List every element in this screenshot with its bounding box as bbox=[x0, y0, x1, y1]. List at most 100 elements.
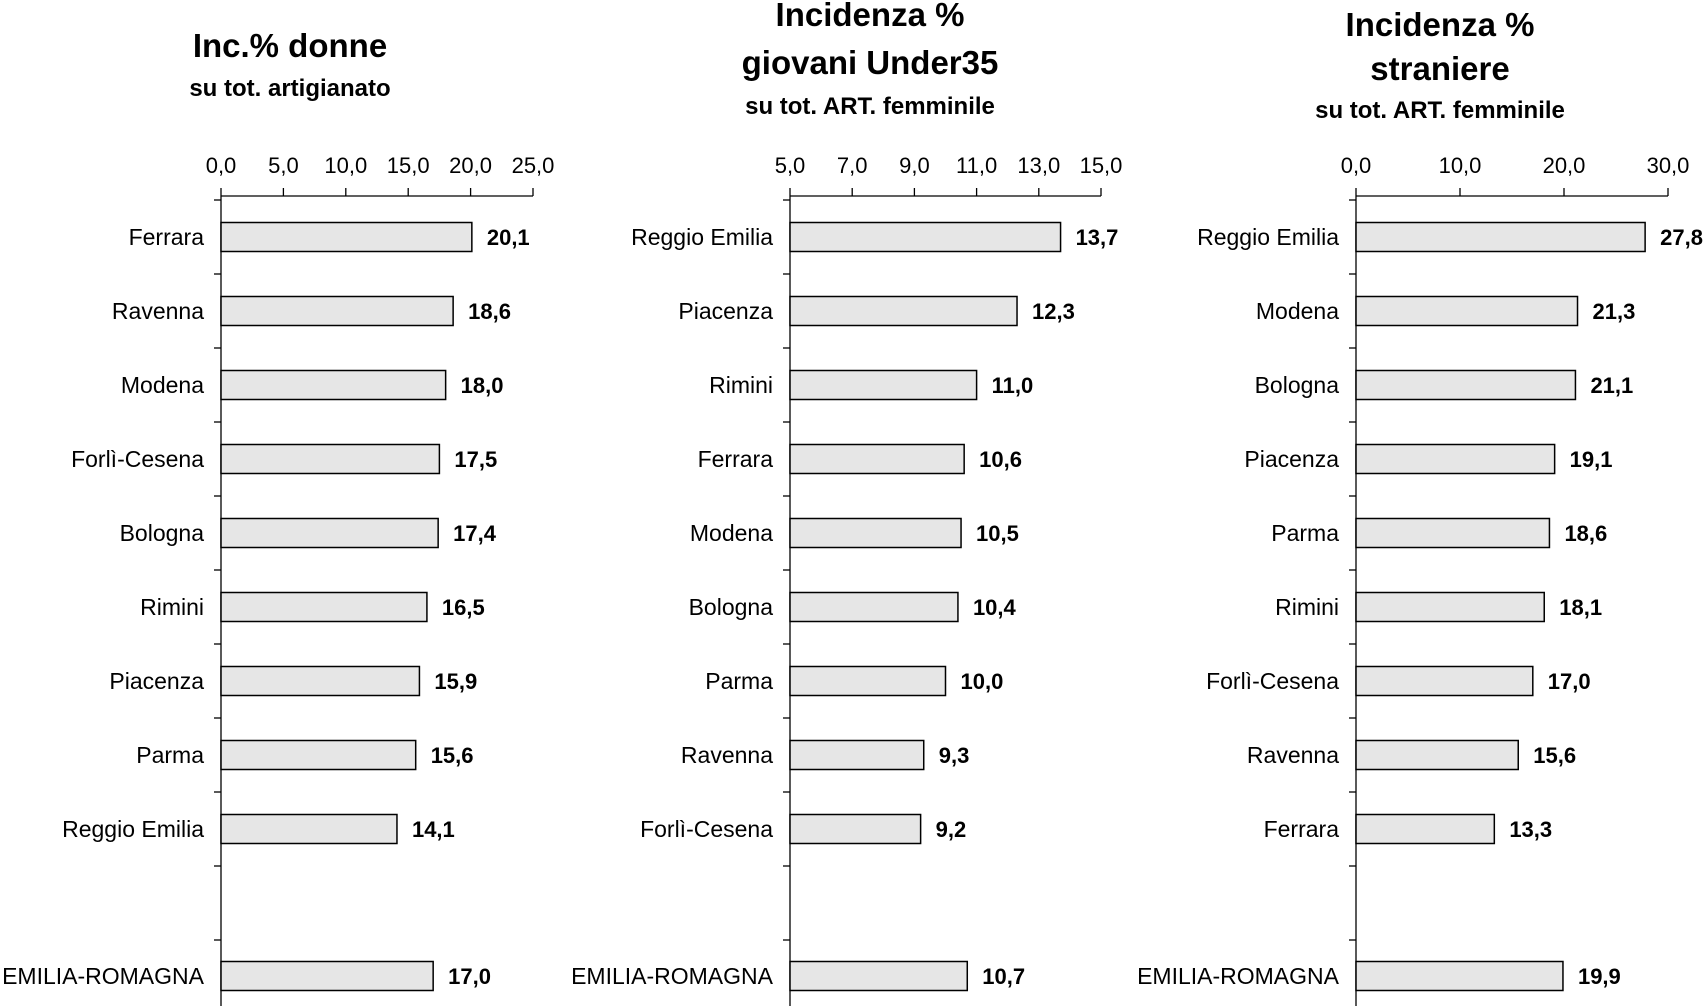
x-tick-label: 13,0 bbox=[1017, 153, 1060, 178]
x-tick-label: 7,0 bbox=[837, 153, 868, 178]
total-data-label: 17,0 bbox=[448, 964, 491, 989]
bar bbox=[789, 739, 925, 771]
chart-title: Inc.% donne bbox=[193, 27, 387, 64]
category-label: Modena bbox=[1256, 298, 1339, 324]
bar bbox=[1355, 591, 1545, 623]
total-data-label: 10,7 bbox=[982, 964, 1025, 989]
category-label: Reggio Emilia bbox=[1197, 224, 1339, 250]
chart-title: Incidenza % bbox=[1346, 6, 1535, 43]
total-data-label: 19,9 bbox=[1578, 964, 1621, 989]
x-tick-label: 9,0 bbox=[899, 153, 930, 178]
x-tick-label: 15,0 bbox=[387, 153, 430, 178]
x-tick-label: 5,0 bbox=[775, 153, 806, 178]
bar bbox=[1355, 369, 1577, 401]
data-label: 13,3 bbox=[1509, 817, 1552, 842]
x-tick-label: 20,0 bbox=[449, 153, 492, 178]
x-tick-label: 11,0 bbox=[956, 153, 997, 178]
category-label: Forlì-Cesena bbox=[1206, 668, 1339, 694]
category-label: Ravenna bbox=[112, 298, 204, 324]
category-label: Rimini bbox=[140, 594, 204, 620]
data-label: 10,0 bbox=[961, 669, 1004, 694]
category-label: Forlì-Cesena bbox=[71, 446, 204, 472]
data-label: 15,9 bbox=[434, 669, 477, 694]
total-category-label: EMILIA-ROMAGNA bbox=[1137, 963, 1340, 989]
category-label: Ravenna bbox=[681, 742, 773, 768]
bar bbox=[220, 295, 454, 327]
x-tick-label: 5,0 bbox=[268, 153, 299, 178]
bar bbox=[789, 443, 965, 475]
data-label: 20,1 bbox=[487, 225, 530, 250]
category-label: Bologna bbox=[120, 520, 205, 546]
bar bbox=[1355, 221, 1646, 253]
x-tick-label: 10,0 bbox=[324, 153, 367, 178]
data-label: 27,8 bbox=[1660, 225, 1703, 250]
category-label: Bologna bbox=[1255, 372, 1340, 398]
x-tick-label: 15,0 bbox=[1080, 153, 1123, 178]
chart-title: Incidenza % bbox=[776, 0, 965, 33]
data-label: 18,6 bbox=[1564, 521, 1607, 546]
category-label: Forlì-Cesena bbox=[640, 816, 773, 842]
data-label: 14,1 bbox=[412, 817, 455, 842]
data-label: 18,6 bbox=[468, 299, 511, 324]
bar bbox=[220, 517, 439, 549]
bar bbox=[1355, 443, 1556, 475]
category-label: Ferrara bbox=[129, 224, 205, 250]
category-label: Parma bbox=[705, 668, 773, 694]
category-label: Ferrara bbox=[1264, 816, 1340, 842]
category-label: Reggio Emilia bbox=[62, 816, 204, 842]
data-label: 9,3 bbox=[939, 743, 970, 768]
x-tick-label: 0,0 bbox=[1341, 153, 1372, 178]
category-label: Ravenna bbox=[1247, 742, 1339, 768]
chart-title: giovani Under35 bbox=[742, 44, 999, 81]
category-label: Modena bbox=[121, 372, 204, 398]
data-label: 10,6 bbox=[979, 447, 1022, 472]
data-label: 12,3 bbox=[1032, 299, 1075, 324]
bar bbox=[1355, 739, 1519, 771]
category-label: Piacenza bbox=[109, 668, 204, 694]
bar bbox=[789, 221, 1062, 253]
data-label: 15,6 bbox=[431, 743, 474, 768]
category-label: Parma bbox=[1271, 520, 1339, 546]
category-label: Ferrara bbox=[698, 446, 774, 472]
bar bbox=[1355, 517, 1551, 549]
bar bbox=[220, 739, 417, 771]
total-bar bbox=[220, 960, 434, 992]
data-label: 21,3 bbox=[1593, 299, 1636, 324]
data-label: 13,7 bbox=[1076, 225, 1119, 250]
chart-subtitle: su tot. ART. femminile bbox=[745, 93, 995, 120]
total-bar bbox=[789, 960, 969, 992]
bar bbox=[789, 517, 962, 549]
data-label: 17,0 bbox=[1548, 669, 1591, 694]
bar bbox=[220, 665, 421, 697]
category-label: Piacenza bbox=[1244, 446, 1339, 472]
bar bbox=[789, 813, 922, 845]
category-label: Parma bbox=[136, 742, 204, 768]
total-bar bbox=[1355, 960, 1564, 992]
chart-subtitle: su tot. ART. femminile bbox=[1315, 97, 1565, 124]
category-label: Bologna bbox=[689, 594, 774, 620]
bar bbox=[220, 591, 428, 623]
category-label: Rimini bbox=[709, 372, 773, 398]
data-label: 19,1 bbox=[1570, 447, 1613, 472]
data-label: 9,2 bbox=[936, 817, 967, 842]
x-tick-label: 25,0 bbox=[512, 153, 555, 178]
bar bbox=[220, 369, 447, 401]
data-label: 17,5 bbox=[454, 447, 497, 472]
data-label: 17,4 bbox=[453, 521, 497, 546]
data-label: 10,5 bbox=[976, 521, 1019, 546]
x-tick-label: 0,0 bbox=[206, 153, 237, 178]
data-label: 21,1 bbox=[1590, 373, 1633, 398]
category-label: Rimini bbox=[1275, 594, 1339, 620]
bar bbox=[1355, 813, 1496, 845]
chart-title: straniere bbox=[1370, 50, 1509, 87]
data-label: 16,5 bbox=[442, 595, 485, 620]
bar bbox=[220, 221, 473, 253]
category-label: Reggio Emilia bbox=[631, 224, 773, 250]
chart-subtitle: su tot. artigianato bbox=[189, 75, 390, 102]
bar bbox=[789, 295, 1018, 327]
x-tick-label: 30,0 bbox=[1647, 153, 1690, 178]
x-tick-label: 10,0 bbox=[1439, 153, 1482, 178]
bar bbox=[1355, 665, 1534, 697]
x-tick-label: 20,0 bbox=[1543, 153, 1586, 178]
